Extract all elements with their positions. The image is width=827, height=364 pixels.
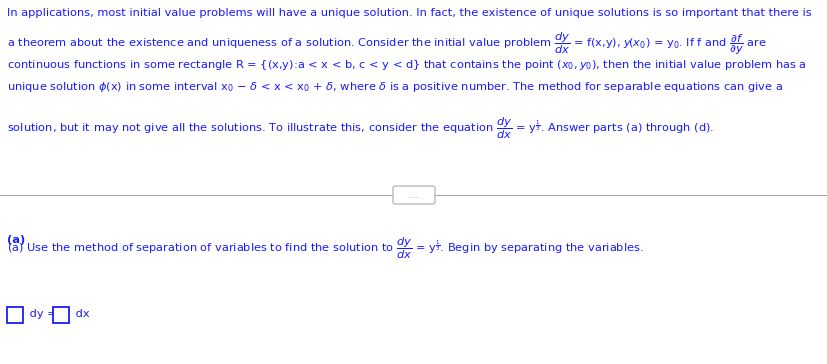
FancyBboxPatch shape xyxy=(53,307,69,323)
Text: In applications, most initial value problems will have a unique solution. In fac: In applications, most initial value prob… xyxy=(7,8,810,18)
Text: dx: dx xyxy=(72,309,89,319)
Text: a theorem about the existence and uniqueness of a solution. Consider the initial: a theorem about the existence and unique… xyxy=(7,30,766,56)
Text: dy =: dy = xyxy=(26,309,60,319)
FancyBboxPatch shape xyxy=(7,307,23,323)
Text: unique solution $\phi$(x) in some interval x$_0$ $-$ $\delta$ < x < x$_0$ + $\de: unique solution $\phi$(x) in some interv… xyxy=(7,80,782,94)
Text: (a): (a) xyxy=(7,235,25,245)
Text: continuous functions in some rectangle R = {(x,y):a < x < b, c < y < d} that con: continuous functions in some rectangle R… xyxy=(7,58,805,72)
FancyBboxPatch shape xyxy=(393,186,434,204)
Text: ...: ... xyxy=(409,190,418,199)
Text: solution, but it may not give all the solutions. To illustrate this, consider th: solution, but it may not give all the so… xyxy=(7,115,713,141)
Text: (a) Use the method of separation of variables to find the solution to $\dfrac{dy: (a) Use the method of separation of vari… xyxy=(7,235,643,261)
